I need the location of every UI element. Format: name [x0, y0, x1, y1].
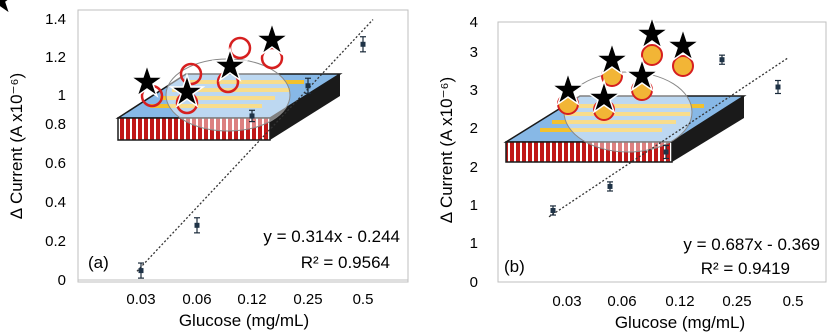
panel-a-y-ticks: 0 0.2 0.4 0.6 0.8 1 1.2 1.4: [45, 11, 66, 289]
data-point: [138, 268, 144, 274]
data-point: [305, 83, 311, 89]
y-tick-label: 0: [470, 274, 478, 291]
panel-b-marks: [548, 54, 789, 218]
panel-a-marks: [136, 19, 374, 279]
panel-a-frame: [77, 9, 409, 283]
data-point: [550, 208, 556, 213]
y-tick-label: 1: [470, 197, 478, 214]
panel-b-equation: y = 0.687x - 0.369: [683, 235, 820, 254]
y-tick-label: 0: [58, 272, 66, 289]
panel-b-x-ticks: 0.03 0.06 0.12 0.25 0.5: [552, 293, 803, 310]
data-point: [607, 183, 613, 189]
data-point: [194, 222, 200, 228]
y-tick-label: 1.2: [45, 49, 66, 66]
y-tick-label: 1.4: [45, 11, 66, 28]
electrode-illustration-a: [0, 0, 343, 141]
panel-a-x-ticks: 0.03 0.06 0.12 0.25 0.5: [126, 291, 373, 308]
panel-b-r-squared: R² = 0.9419: [701, 259, 790, 278]
y-tick-label: 3: [470, 82, 478, 99]
x-tick-label: 0.03: [552, 293, 581, 310]
x-axis-label: Glucose (mg/mL): [615, 313, 745, 332]
panel-a-equation: y = 0.314x - 0.244: [263, 227, 400, 246]
x-tick-label: 0.5: [353, 291, 374, 308]
x-tick-label: 0.06: [607, 293, 636, 310]
y-tick-label: 3: [470, 44, 478, 61]
x-tick-label: 0.12: [237, 291, 266, 308]
y-tick-label: 1: [58, 87, 66, 104]
y-axis-label: Δ Current (A x10⁻⁶): [7, 73, 26, 219]
x-tick-label: 0.03: [126, 291, 155, 308]
y-tick-label: 2: [470, 120, 478, 137]
x-tick-label: 0.5: [783, 293, 804, 310]
y-tick-label: 0.8: [45, 116, 66, 133]
data-point: [249, 113, 255, 119]
y-tick-label: 0.6: [45, 155, 66, 172]
y-tick-label: 1: [470, 235, 478, 252]
electrode-illustration-b: [503, 44, 747, 163]
y-tick-label: 0.2: [45, 233, 66, 250]
y-tick-label: 4: [470, 14, 478, 31]
y-tick-label: 2: [470, 159, 478, 176]
trendline: [136, 19, 374, 272]
x-axis-label: Glucose (mg/mL): [179, 311, 309, 330]
y-axis-label: Δ Current (A x10⁻⁶): [437, 77, 456, 223]
data-point: [775, 84, 781, 90]
data-point: [663, 149, 669, 155]
data-point: [719, 57, 725, 63]
y-tick-label: 0.4: [45, 194, 66, 211]
panel-a-label: (a): [88, 253, 109, 272]
x-tick-label: 0.25: [722, 293, 751, 310]
panel-b: 0 1 1 2 2 3 3 4 0.03 0.06 0.12 0.25 0.5 …: [437, 14, 827, 332]
x-tick-label: 0.06: [182, 291, 211, 308]
panel-a-r-squared: R² = 0.9564: [301, 253, 390, 272]
data-point: [360, 41, 366, 47]
x-tick-label: 0.12: [665, 293, 694, 310]
panel-b-y-ticks: 0 1 1 2 2 3 3 4: [470, 14, 478, 291]
panel-a: 0 0.2 0.4 0.6 0.8 1 1.2 1.4 0.03 0.06 0.…: [0, 0, 409, 330]
x-tick-label: 0.25: [293, 291, 322, 308]
panel-b-label: (b): [504, 257, 525, 276]
